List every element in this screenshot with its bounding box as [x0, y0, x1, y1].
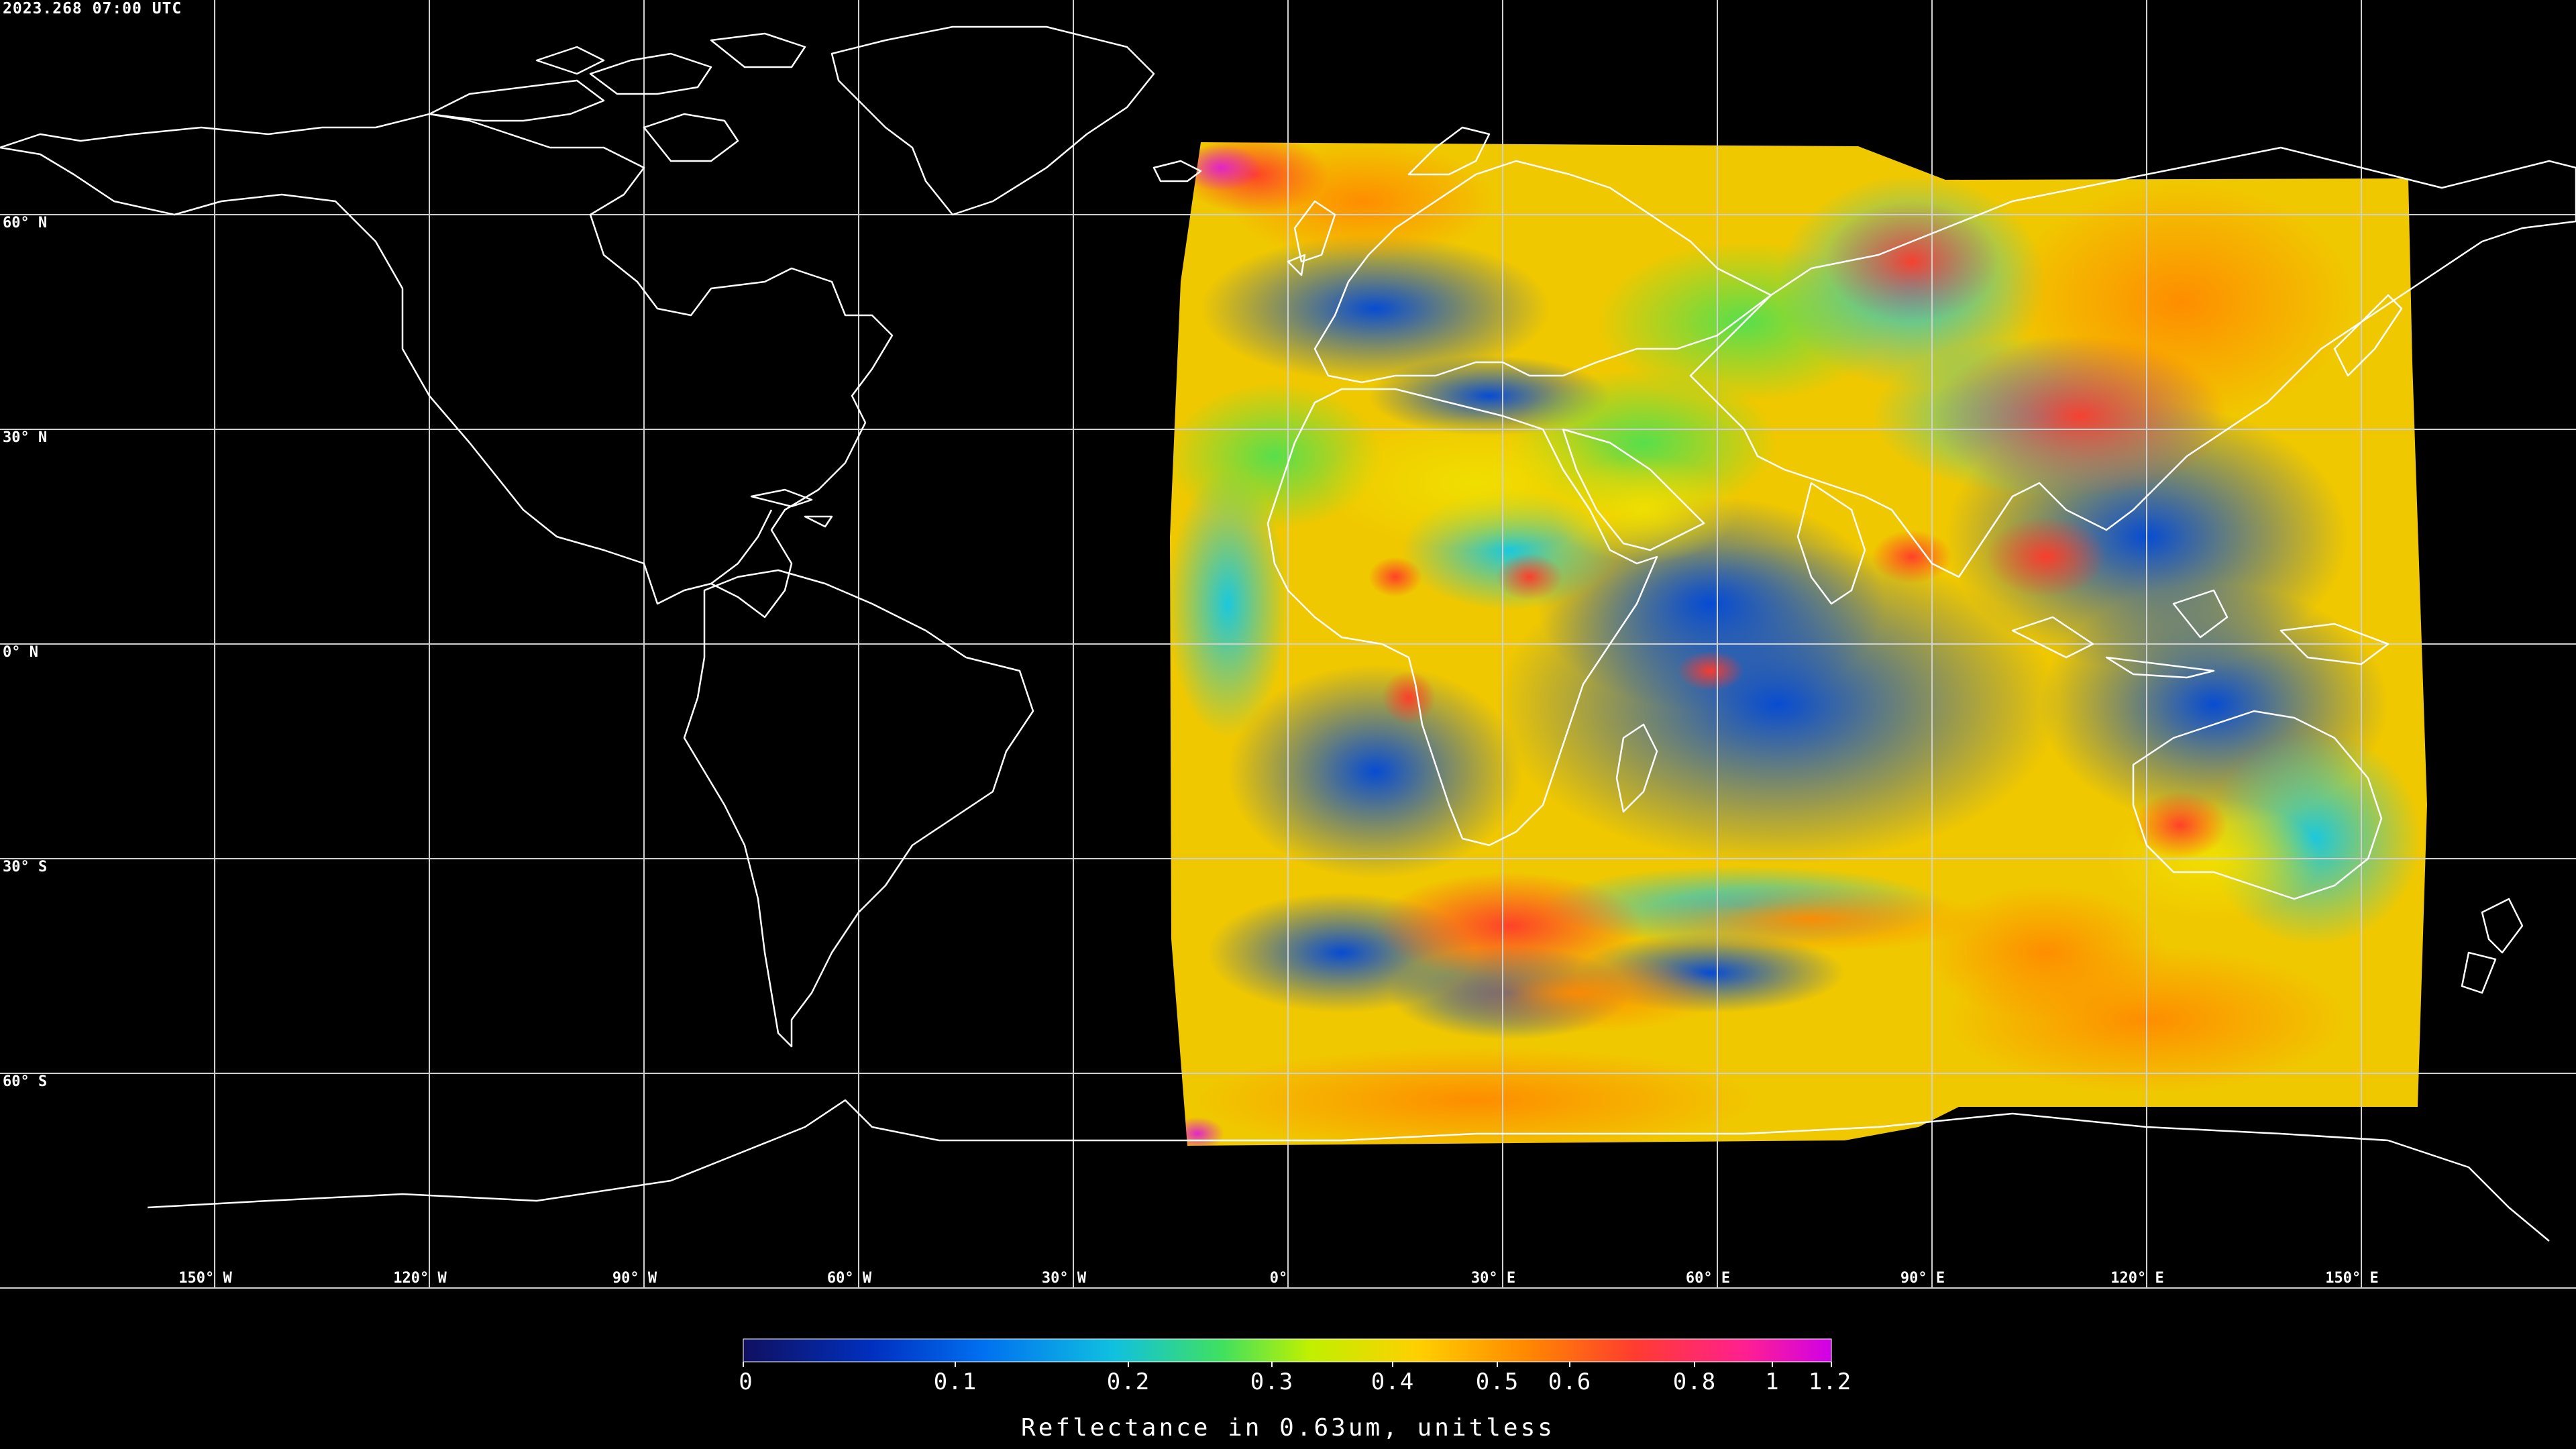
colorbar-tick-label: 0.6: [1548, 1368, 1592, 1395]
coast-north-america: [0, 113, 894, 619]
colorbar-title: Reflectance in 0.63um, unitless: [1021, 1414, 1555, 1442]
colorbar-tick-label: 0.2: [1106, 1368, 1150, 1395]
coast-africa: [1267, 388, 1658, 847]
lon-label-90w: 90° W: [612, 1270, 657, 1287]
coast-europe: [1313, 160, 1772, 384]
lat-label-30s: 30° S: [3, 859, 48, 875]
colorbar-tick-label: 0.3: [1250, 1368, 1294, 1395]
colorbar-tick-label: 1.2: [1808, 1368, 1852, 1395]
coastlines: [0, 25, 2576, 1242]
lon-label-150e: 150° E: [2325, 1270, 2379, 1287]
colorbar-tick-label: 0.5: [1475, 1368, 1519, 1395]
lon-label-30e: 30° E: [1470, 1270, 1516, 1287]
coast-australia: [2132, 710, 2383, 900]
lat-label-60s: 60° S: [3, 1073, 48, 1090]
graticule: [0, 0, 2576, 1289]
coast-greenland: [830, 25, 1155, 216]
coast-asia: [1689, 146, 2576, 578]
colorbar-ticks: [743, 1362, 1832, 1367]
lon-label-60w: 60° W: [826, 1270, 872, 1287]
lat-label-30n: 30° N: [3, 429, 48, 446]
lon-label-90e: 90° E: [1900, 1270, 1945, 1287]
colorbar-tick-label: 1: [1765, 1368, 1780, 1395]
lon-label-150w: 150° W: [178, 1270, 232, 1287]
colorbar: [743, 1338, 1832, 1367]
coast-south-america: [683, 569, 1034, 1048]
timestamp-label: 2023.268 07:00 UTC: [3, 0, 182, 17]
colorbar-tick-label: 0.4: [1371, 1368, 1415, 1395]
lon-label-120w: 120° W: [393, 1270, 447, 1287]
coast-antarctica: [147, 1099, 2550, 1242]
colorbar-gradient: [743, 1338, 1832, 1362]
colorbar-tick-label: 0.1: [933, 1368, 977, 1395]
lat-label-0n: 0° N: [3, 644, 38, 661]
lon-label-120e: 120° E: [2110, 1270, 2164, 1287]
colorbar-tick-label: 0.8: [1672, 1368, 1717, 1395]
lon-label-60e: 60° E: [1685, 1270, 1731, 1287]
lon-label-30w: 30° W: [1041, 1270, 1087, 1287]
lon-label-0: 0°: [1269, 1270, 1288, 1287]
lat-label-60n: 60° N: [3, 215, 48, 231]
colorbar-tick-label: 0: [739, 1368, 753, 1395]
